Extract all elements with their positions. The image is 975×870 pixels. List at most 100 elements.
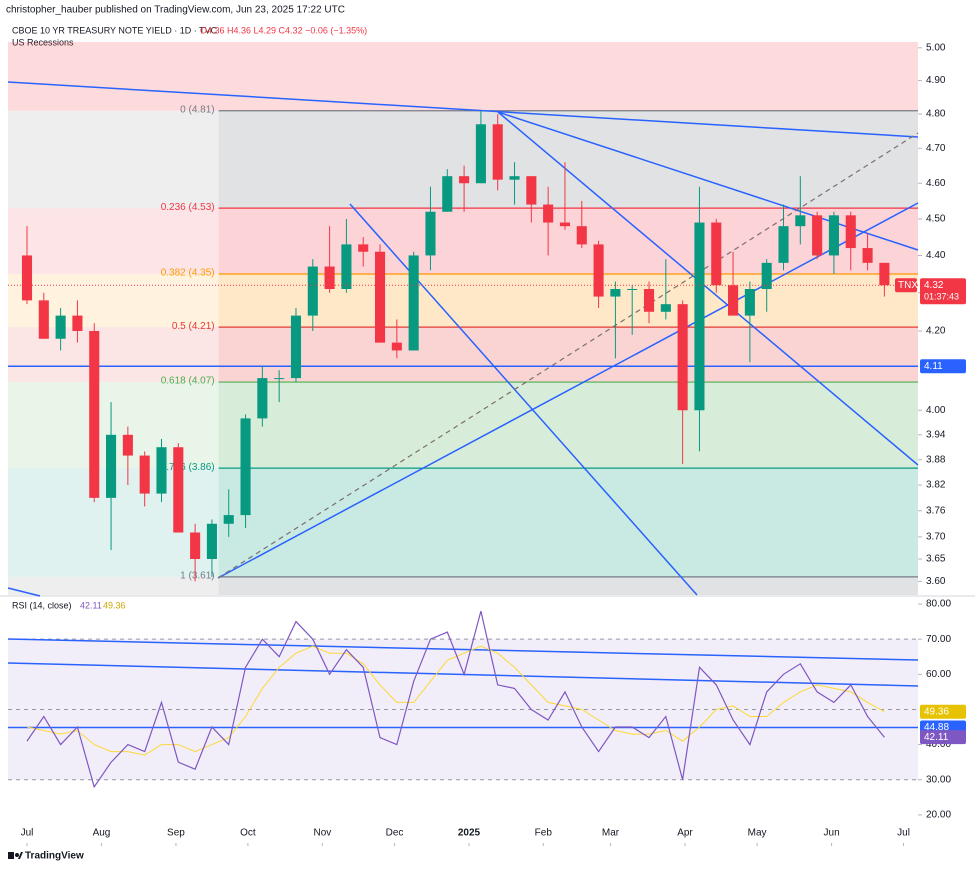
trend-line-dashed bbox=[217, 132, 919, 579]
x-tick-label: 2025 bbox=[458, 828, 481, 839]
fib-band bbox=[218, 382, 918, 469]
fib-band bbox=[218, 576, 918, 595]
candle-body bbox=[761, 262, 772, 290]
candle-body bbox=[744, 289, 755, 316]
candle-body bbox=[812, 215, 823, 256]
x-tick-label: Jun bbox=[824, 828, 840, 839]
x-tick-label: Oct bbox=[240, 828, 256, 839]
candle-body bbox=[442, 176, 453, 212]
candle-body bbox=[576, 226, 587, 245]
y-tick-label: 4.80 bbox=[926, 109, 946, 120]
fib-label: 0 (4.81) bbox=[180, 104, 214, 115]
candle-body bbox=[862, 248, 873, 263]
rsi-ma-value: 49.36 bbox=[103, 600, 126, 610]
candle-body bbox=[828, 215, 839, 256]
candle-body bbox=[593, 244, 604, 297]
trend-line bbox=[349, 203, 698, 596]
candle-body bbox=[543, 204, 554, 223]
y-tick-label: 4.70 bbox=[926, 143, 946, 154]
symbol-title: CBOE 10 YR TREASURY NOTE YIELD · 1D · TV… bbox=[12, 25, 218, 35]
candle-body bbox=[374, 251, 386, 343]
candle-body bbox=[425, 211, 436, 256]
candle-body bbox=[660, 304, 671, 312]
x-tick-label: Jul bbox=[897, 828, 910, 839]
x-tick-label: Sep bbox=[167, 828, 185, 839]
symbol-label: TNX bbox=[898, 280, 918, 291]
y-tick-label: 3.60 bbox=[926, 576, 946, 587]
rsi-trend-line bbox=[7, 662, 919, 687]
rsi-value-label: 42.11 bbox=[924, 732, 949, 743]
horizontal-line-label-box bbox=[920, 359, 966, 374]
candle-body bbox=[711, 222, 722, 286]
x-tick-label: Jul bbox=[21, 828, 34, 839]
fib-band-extension bbox=[8, 576, 219, 595]
y-tick-label: 60.00 bbox=[926, 669, 951, 680]
candle-body bbox=[38, 300, 49, 339]
candle-body bbox=[795, 215, 806, 227]
y-tick-label: 3.76 bbox=[926, 505, 946, 516]
candle-body bbox=[106, 434, 117, 498]
fib-band-extension bbox=[8, 110, 219, 209]
y-tick-label: 20.00 bbox=[926, 810, 951, 821]
candle-body bbox=[156, 447, 167, 494]
candle-body bbox=[240, 418, 251, 516]
candle-body bbox=[492, 124, 503, 180]
y-tick-label: 4.40 bbox=[926, 250, 946, 261]
fib-band bbox=[218, 274, 918, 328]
candle-body bbox=[694, 222, 705, 411]
x-tick-label: Nov bbox=[313, 828, 331, 839]
candle-body bbox=[627, 289, 638, 291]
y-tick-label: 4.90 bbox=[926, 75, 946, 86]
x-tick-label: Feb bbox=[535, 828, 553, 839]
fib-label: 0.5 (4.21) bbox=[172, 321, 215, 332]
publisher: christopher_hauber published on TradingV… bbox=[6, 5, 345, 16]
candle-body bbox=[307, 266, 318, 316]
candle-body bbox=[223, 515, 234, 524]
x-tick-label: May bbox=[748, 828, 767, 839]
y-tick-label: 4.20 bbox=[926, 326, 946, 337]
candle-body bbox=[190, 532, 201, 560]
candle-body bbox=[274, 378, 285, 380]
y-tick-label: 30.00 bbox=[926, 774, 951, 785]
trend-line bbox=[7, 81, 919, 138]
candle-body bbox=[89, 331, 100, 498]
y-tick-label: 80.00 bbox=[926, 599, 951, 610]
candle-body bbox=[610, 289, 621, 297]
rsi-trend-line bbox=[7, 638, 919, 661]
candle-body bbox=[290, 315, 302, 379]
fib-band bbox=[218, 110, 918, 209]
y-tick-label: 3.65 bbox=[926, 554, 946, 565]
trend-line bbox=[497, 111, 919, 466]
y-tick-label: 3.88 bbox=[926, 454, 946, 465]
horizontal-line-label: 4.11 bbox=[924, 361, 943, 372]
y-tick-label: 3.70 bbox=[926, 532, 946, 543]
y-tick-label: 3.94 bbox=[926, 429, 946, 440]
trend-line bbox=[217, 202, 919, 579]
rsi-title: RSI (14, close) bbox=[12, 600, 72, 610]
rsi-value: 42.11 bbox=[80, 600, 102, 610]
candle-body bbox=[459, 176, 470, 184]
candle-body bbox=[139, 455, 150, 494]
countdown: 01:37:43 bbox=[924, 292, 959, 302]
y-tick-label: 40.00 bbox=[926, 739, 951, 750]
fib-label: 0.618 (4.07) bbox=[161, 376, 215, 387]
y-tick-label: 4.50 bbox=[926, 214, 946, 225]
candle-body bbox=[643, 289, 655, 312]
fib-band bbox=[218, 468, 918, 577]
fib-label: 1 (3.61) bbox=[180, 571, 214, 582]
candle-body bbox=[408, 255, 419, 351]
candle-body bbox=[358, 244, 369, 252]
y-tick-label: 4.60 bbox=[926, 178, 946, 189]
candle-body bbox=[173, 447, 184, 533]
rsi-ma-line bbox=[26, 645, 885, 756]
fib-band-extension bbox=[8, 208, 219, 275]
x-tick-label: Aug bbox=[93, 828, 111, 839]
y-tick-label: 5.00 bbox=[926, 42, 946, 53]
candle-body bbox=[341, 244, 352, 290]
fib-label: 0.786 (3.86) bbox=[161, 462, 215, 473]
candle-body bbox=[206, 523, 217, 560]
rsi-hline-label: 44.88 bbox=[924, 722, 949, 733]
candle-body bbox=[509, 176, 520, 180]
